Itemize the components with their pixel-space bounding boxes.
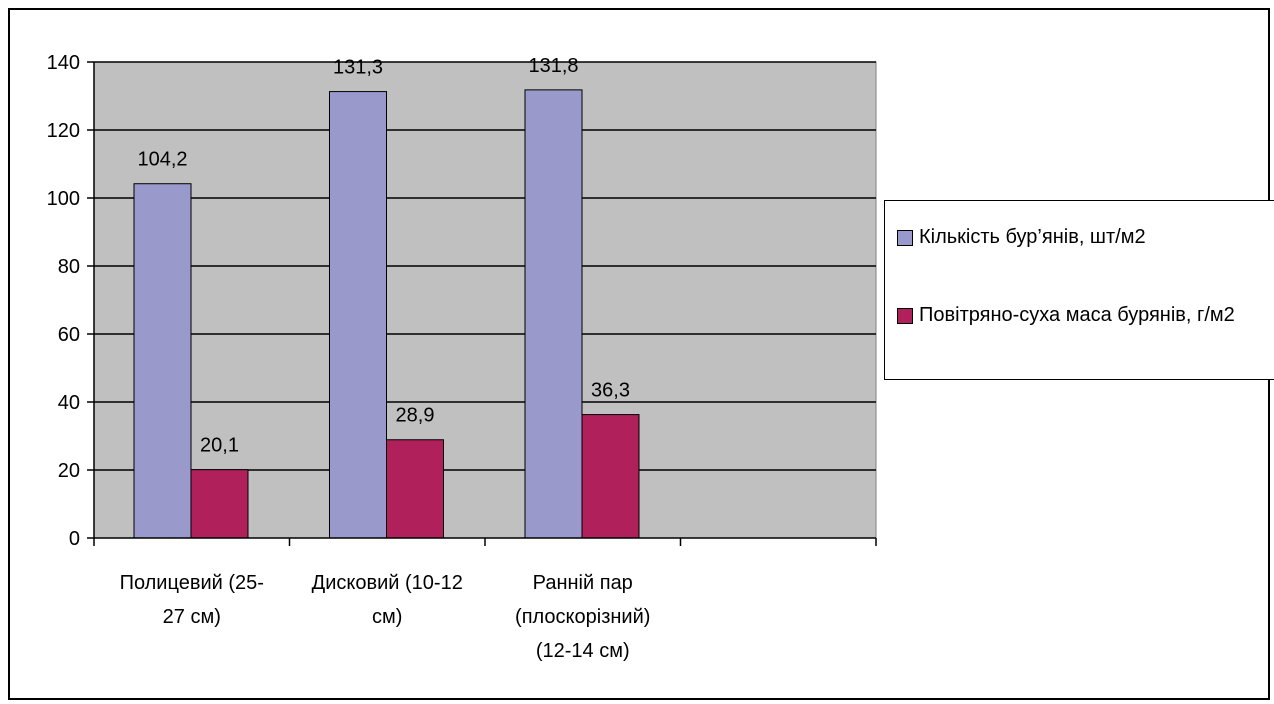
axes xyxy=(87,61,877,546)
y-tick-label: 80 xyxy=(58,256,80,278)
y-tick-label: 140 xyxy=(47,52,80,74)
category-label: (12-14 см) xyxy=(536,640,630,662)
category-label: 27 см) xyxy=(163,606,221,628)
data-label: 36,3 xyxy=(591,380,630,402)
category-label: Ранній пар xyxy=(533,572,633,594)
legend-item-dry-mass: Повітряно-суха маса бурянів, г/м2 xyxy=(897,301,1274,329)
y-tick-label: 40 xyxy=(58,392,80,414)
bars xyxy=(133,89,640,539)
category-label: Полицевий (25- xyxy=(120,572,264,594)
legend-item-weed-count: Кількість бур’янів, шт/м2 xyxy=(897,223,1274,251)
gridlines xyxy=(94,61,876,471)
bar-weed-count xyxy=(524,89,583,539)
data-label: 131,8 xyxy=(528,55,578,77)
y-tick-label: 20 xyxy=(58,460,80,482)
plot-area xyxy=(93,61,877,539)
category-label: Дисковий (10-12 xyxy=(312,572,463,594)
x-axis-categories: Полицевий (25- 27 см) Дисковий (10-12 см) Ра… xyxy=(120,572,651,662)
data-labels: 104,2 131,3 131,8 20,1 28,9 36,3 xyxy=(137,55,630,457)
data-label: 28,9 xyxy=(396,405,435,427)
bar-dry-mass xyxy=(386,439,444,539)
legend-label-dry-mass: Повітряно-суха маса бурянів, г/м2 xyxy=(919,304,1235,326)
bar-dry-mass xyxy=(190,469,249,539)
y-tick-label: 0 xyxy=(69,528,80,550)
data-label: 131,3 xyxy=(333,57,383,79)
category-label: (плоскорізний) xyxy=(515,606,650,628)
legend-swatch-weed-count xyxy=(897,230,913,246)
y-tick-label: 120 xyxy=(47,120,80,142)
bar-weed-count xyxy=(133,183,192,539)
y-axis-ticks: 0 20 40 60 80 100 120 140 xyxy=(47,52,80,550)
y-tick-label: 100 xyxy=(47,188,80,210)
data-label: 104,2 xyxy=(137,149,187,171)
legend-label-weed-count: Кількість бур’янів, шт/м2 xyxy=(919,226,1146,248)
y-tick-label: 60 xyxy=(58,324,80,346)
bar-dry-mass xyxy=(581,414,640,539)
category-label: см) xyxy=(372,606,402,628)
data-label: 20,1 xyxy=(200,435,239,457)
legend-swatch-dry-mass xyxy=(897,308,913,324)
legend: Кількість бур’янів, шт/м2 Повітряно-суха… xyxy=(884,200,1274,380)
bar-weed-count xyxy=(329,91,387,539)
